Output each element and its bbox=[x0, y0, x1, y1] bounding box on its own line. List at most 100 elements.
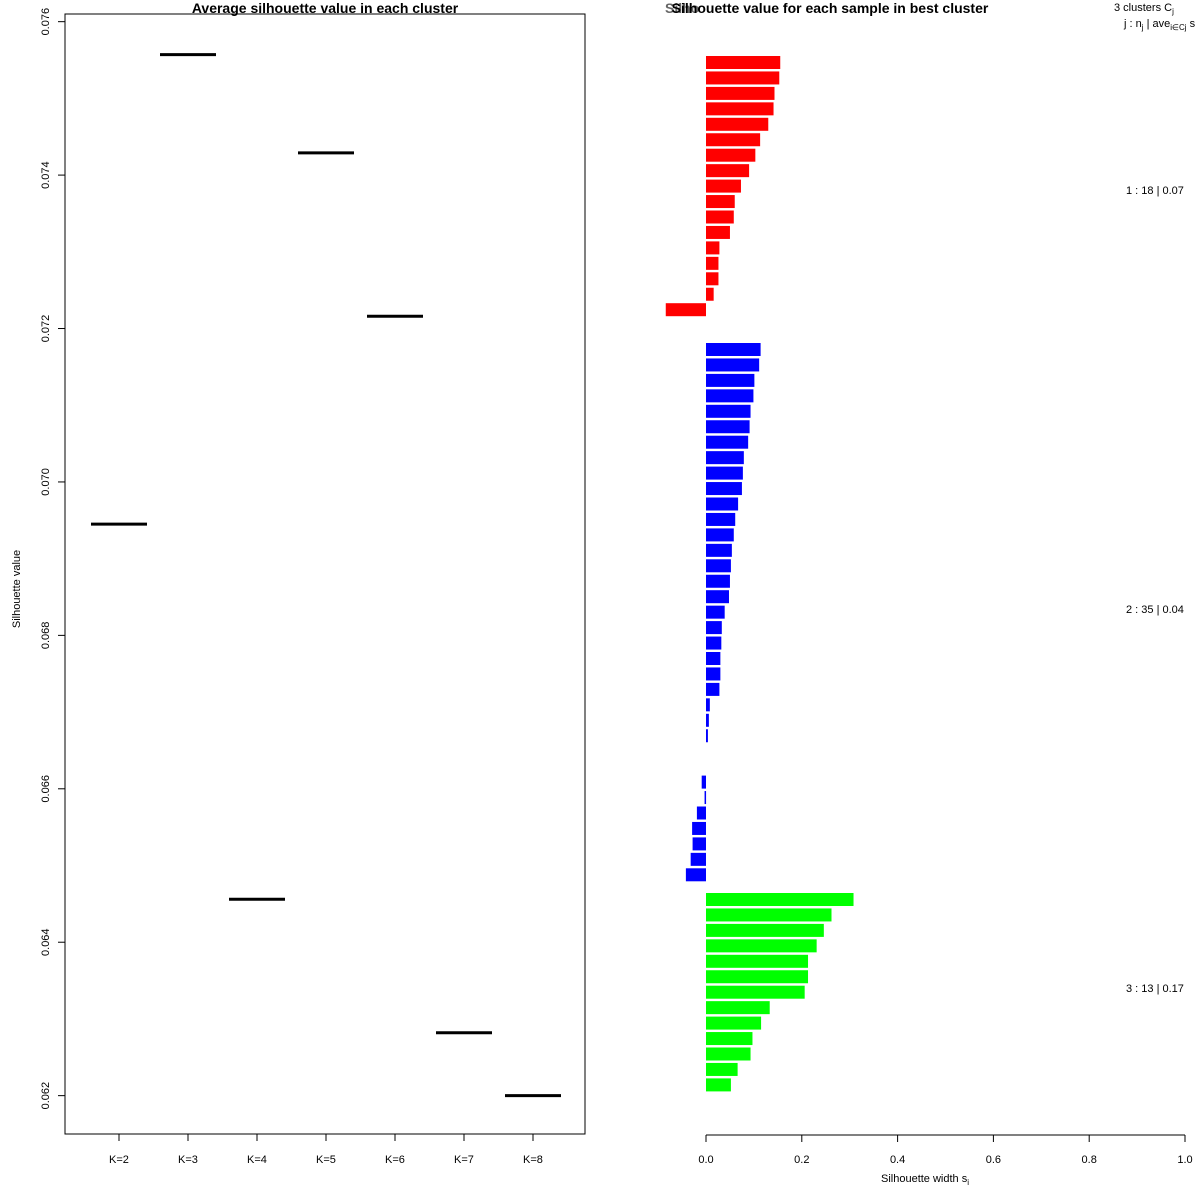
left-panel: Average silhouette value in each cluster… bbox=[11, 0, 586, 1166]
left-x-tick-label: K=4 bbox=[247, 1154, 267, 1166]
silhouette-bar bbox=[706, 86, 775, 100]
silhouette-bar bbox=[706, 621, 722, 635]
silhouette-bar bbox=[706, 466, 743, 480]
left-x-tick-label: K=7 bbox=[454, 1154, 474, 1166]
silhouette-bar bbox=[706, 287, 714, 301]
silhouette-bar bbox=[706, 698, 710, 712]
right-x-tick-label: 0.0 bbox=[698, 1154, 713, 1166]
silhouette-bar bbox=[665, 303, 706, 317]
silhouette-bar bbox=[706, 133, 761, 147]
silhouette-bar bbox=[706, 482, 742, 496]
right-x-tick-label: 0.2 bbox=[794, 1154, 809, 1166]
silhouette-bar bbox=[706, 985, 805, 999]
legend-header: 3 clusters Cj j : nj | avei∈Cj s bbox=[1114, 2, 1196, 32]
silhouette-bar bbox=[706, 389, 754, 403]
right-x-tick-label: 0.4 bbox=[890, 1154, 905, 1166]
left-y-tick-label: 0.074 bbox=[40, 161, 52, 189]
silhouette-bar bbox=[706, 256, 719, 270]
cluster-label: 1 : 18 | 0.07 bbox=[1126, 185, 1184, 197]
silhouette-bar bbox=[706, 667, 721, 681]
silhouette-bar bbox=[706, 71, 780, 85]
left-y-tick-label: 0.068 bbox=[40, 622, 52, 650]
silhouette-bar bbox=[704, 791, 707, 805]
silhouette-bar bbox=[706, 420, 750, 434]
silhouette-bar bbox=[706, 1062, 738, 1076]
left-data-marks bbox=[91, 53, 561, 1098]
silhouette-bar bbox=[706, 605, 725, 619]
left-x-tick-label: K=5 bbox=[316, 1154, 336, 1166]
silhouette-bar bbox=[696, 806, 706, 820]
right-x-axis: 0.0 0.2 0.4 0.6 0.8 1.0 bbox=[698, 1134, 1193, 1166]
silhouette-bar bbox=[706, 543, 732, 557]
silhouette-bar bbox=[706, 343, 761, 356]
left-y-tick-label: 0.066 bbox=[40, 775, 52, 803]
silhouette-bar bbox=[706, 559, 731, 573]
right-data-bars bbox=[665, 56, 854, 1092]
left-x-tick-label: K=3 bbox=[178, 1154, 198, 1166]
silhouette-bar bbox=[706, 404, 751, 418]
silhouette-bar bbox=[692, 837, 706, 851]
left-y-axis-label: Silhouette value bbox=[11, 550, 23, 628]
silhouette-bar bbox=[706, 1032, 753, 1046]
right-cluster-labels: 1 : 18 | 0.07 2 : 35 | 0.04 3 : 13 | 0.17 bbox=[1126, 185, 1184, 995]
silhouette-bar bbox=[690, 852, 706, 866]
right-underlying-title: Silhouette plot of (x = ... ) bbox=[665, 0, 832, 16]
left-chart-title: Average silhouette value in each cluster bbox=[192, 0, 459, 16]
silhouette-bar bbox=[706, 435, 749, 449]
silhouette-bar bbox=[706, 497, 739, 511]
silhouette-bar bbox=[706, 1078, 731, 1092]
silhouette-bar bbox=[706, 574, 730, 588]
right-x-tick-label: 0.8 bbox=[1082, 1154, 1097, 1166]
silhouette-bar bbox=[706, 358, 760, 372]
silhouette-bar bbox=[706, 1047, 751, 1061]
silhouette-bar bbox=[706, 210, 734, 224]
silhouette-bar bbox=[706, 908, 832, 922]
silhouette-bar bbox=[706, 164, 750, 178]
left-y-tick-label: 0.070 bbox=[40, 468, 52, 496]
left-y-tick-label: 0.062 bbox=[40, 1082, 52, 1110]
legend-header-line1: 3 clusters Cj bbox=[1114, 2, 1174, 16]
silhouette-bar bbox=[706, 970, 809, 984]
silhouette-bar bbox=[706, 682, 720, 696]
left-y-tick-label: 0.064 bbox=[40, 928, 52, 956]
left-x-tick-label: K=2 bbox=[109, 1154, 129, 1166]
left-x-axis: K=2 K=3 K=4 K=5 K=6 K=7 K=8 bbox=[109, 1134, 543, 1166]
silhouette-bar bbox=[685, 868, 706, 882]
right-x-tick-label: 0.6 bbox=[986, 1154, 1001, 1166]
silhouette-bar bbox=[706, 713, 709, 727]
silhouette-bar bbox=[706, 225, 730, 239]
right-panel: Silhouette plot of (x = ... ) Silhouette… bbox=[665, 0, 1196, 1187]
silhouette-bar bbox=[706, 939, 817, 953]
silhouette-bar bbox=[701, 775, 706, 789]
silhouette-bar bbox=[706, 241, 720, 255]
silhouette-bar bbox=[706, 1001, 770, 1015]
silhouette-bar bbox=[706, 636, 722, 650]
left-y-axis: 0.062 0.064 0.066 0.068 0.070 0.072 0.074 0.076 bbox=[40, 8, 65, 1110]
silhouette-bar bbox=[706, 512, 736, 526]
silhouette-bar bbox=[706, 528, 734, 542]
silhouette-bar bbox=[706, 148, 756, 162]
left-x-tick-label: K=8 bbox=[523, 1154, 543, 1166]
silhouette-bar bbox=[706, 373, 755, 387]
cluster-label: 3 : 13 | 0.17 bbox=[1126, 983, 1184, 995]
left-y-tick-label: 0.072 bbox=[40, 315, 52, 343]
silhouette-bar bbox=[706, 590, 729, 604]
silhouette-bar bbox=[706, 652, 721, 665]
left-y-tick-label: 0.076 bbox=[40, 8, 52, 36]
right-chart-title: Silhouette value for each sample in best… bbox=[672, 0, 989, 16]
silhouette-bar bbox=[706, 893, 854, 906]
silhouette-bar bbox=[706, 451, 744, 465]
left-plot-frame bbox=[64, 13, 586, 1135]
cluster-label: 2 : 35 | 0.04 bbox=[1126, 604, 1184, 616]
silhouette-bar bbox=[706, 923, 824, 937]
right-x-axis-label: Silhouette width si bbox=[881, 1173, 969, 1187]
silhouette-bar bbox=[706, 729, 708, 743]
silhouette-bar bbox=[692, 821, 706, 835]
silhouette-bar bbox=[706, 272, 719, 286]
silhouette-bar bbox=[706, 117, 769, 131]
silhouette-bar bbox=[706, 102, 774, 116]
right-x-tick-label: 1.0 bbox=[1177, 1154, 1192, 1166]
legend-header-line2: j : nj | avei∈Cj s bbox=[1123, 18, 1196, 32]
silhouette-bar bbox=[706, 1016, 762, 1030]
